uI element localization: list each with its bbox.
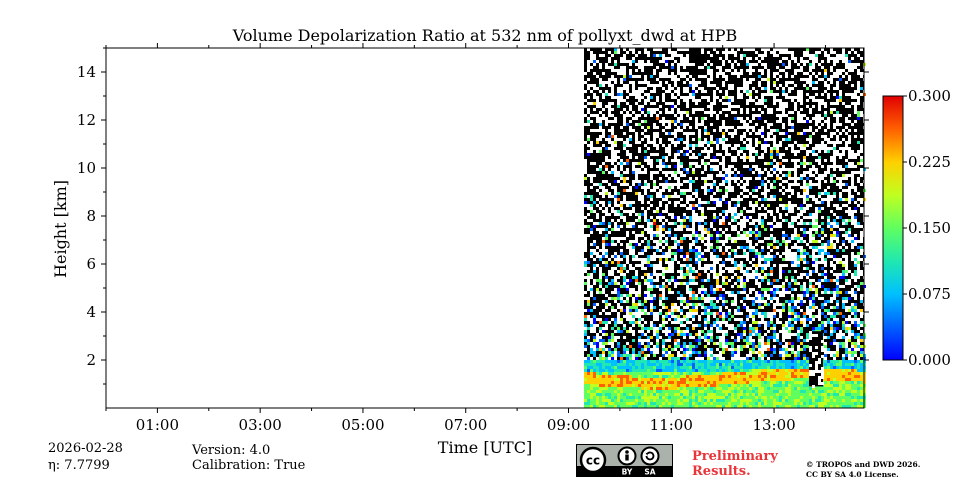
x-tick-label: 13:00	[752, 416, 795, 434]
y-tick-label: 2	[86, 351, 96, 369]
footer-date: 2026-02-28	[48, 441, 123, 456]
y-axis-ticks: 2 4 6 8 10 12 14	[77, 47, 869, 385]
footer-calibration: Calibration: True	[192, 458, 306, 473]
copyright-note: © TROPOS and DWD 2026. CC BY SA 4.0 Lice…	[806, 460, 921, 479]
colorbar-tick-label: 0.150	[908, 219, 951, 237]
footer-eta: η: 7.7799	[48, 458, 110, 473]
heatmap-gap-noise	[809, 331, 824, 388]
sa-icon	[640, 446, 660, 466]
x-tick-label: 07:00	[444, 416, 487, 434]
y-tick-label: 8	[86, 207, 96, 225]
colorbar-tick-label: 0.000	[908, 351, 951, 369]
colorbar-ticks: 0.000 0.075 0.150 0.225 0.300	[903, 87, 951, 369]
x-tick-label: 03:00	[239, 416, 282, 434]
y-tick-label: 6	[86, 255, 96, 273]
y-tick-label: 4	[86, 303, 96, 321]
colorbar-tick-label: 0.300	[908, 87, 951, 105]
cc-icon	[579, 446, 607, 474]
x-tick-label: 05:00	[341, 416, 384, 434]
preliminary-results-note: Preliminary Results.	[692, 449, 778, 479]
plot-frame	[105, 47, 865, 409]
x-axis-label: Time [UTC]	[438, 438, 532, 457]
heatmap-cells	[584, 48, 866, 372]
y-tick-label: 10	[77, 159, 96, 177]
colorbar	[882, 95, 904, 361]
x-tick-label: 09:00	[547, 416, 590, 434]
heatmap-cells	[584, 54, 866, 408]
cc-license-badge: cc BY SA	[576, 444, 673, 477]
svg-text:cc: cc	[586, 454, 600, 468]
y-tick-label: 14	[77, 63, 96, 81]
svg-text:SA: SA	[644, 468, 655, 477]
heatmap-cells	[584, 69, 866, 390]
y-axis-label: Height [km]	[51, 180, 70, 278]
footer-version: Version: 4.0	[192, 443, 271, 458]
chart-title: Volume Depolarization Ratio at 532 nm of…	[232, 26, 738, 45]
colorbar-tick-label: 0.225	[908, 153, 951, 171]
colorbar-tick-label: 0.075	[908, 285, 951, 303]
y-tick-label: 12	[77, 111, 96, 129]
svg-text:BY: BY	[622, 468, 633, 477]
heatmap-cells	[584, 60, 866, 360]
x-axis-ticks: 01:00 03:00 05:00 07:00 09:00 11:00 13:00	[105, 43, 826, 434]
heatmap-data	[584, 48, 866, 408]
x-tick-label: 01:00	[136, 416, 179, 434]
x-tick-label: 11:00	[650, 416, 693, 434]
